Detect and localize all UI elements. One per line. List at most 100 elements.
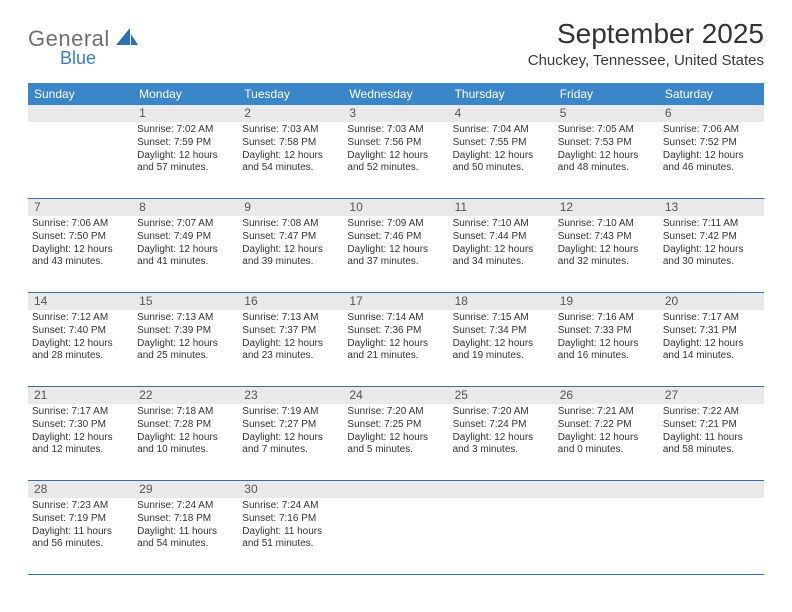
day-info: Sunrise: 7:09 AMSunset: 7:46 PMDaylight:…: [347, 218, 444, 269]
daylight-line: Daylight: 12 hours and 46 minutes.: [663, 150, 760, 176]
sunset-line: Sunset: 7:56 PM: [347, 137, 444, 150]
sunset-line: Sunset: 7:53 PM: [558, 137, 655, 150]
day-cell: Sunrise: 7:24 AMSunset: 7:16 PMDaylight:…: [238, 498, 343, 574]
day-number: 19: [560, 294, 653, 308]
daynum-cell: 20: [659, 293, 764, 310]
sunset-line: Sunset: 7:55 PM: [453, 137, 550, 150]
daylight-line: Daylight: 12 hours and 48 minutes.: [558, 150, 655, 176]
sunrise-line: Sunrise: 7:20 AM: [347, 406, 444, 419]
day-info: Sunrise: 7:05 AMSunset: 7:53 PMDaylight:…: [558, 124, 655, 175]
daylight-line: Daylight: 12 hours and 57 minutes.: [137, 150, 234, 176]
daylight-line: Daylight: 11 hours and 58 minutes.: [663, 432, 760, 458]
day-cell: [449, 498, 554, 574]
day-info: Sunrise: 7:06 AMSunset: 7:52 PMDaylight:…: [663, 124, 760, 175]
day-number: 23: [244, 388, 337, 402]
daynum-cell: 17: [343, 293, 448, 310]
header: General Blue September 2025 Chuckey, Ten…: [28, 18, 764, 69]
day-number: 5: [560, 106, 653, 120]
daynum-row: 78910111213: [28, 199, 764, 216]
sunrise-line: Sunrise: 7:10 AM: [558, 218, 655, 231]
day-cell: Sunrise: 7:18 AMSunset: 7:28 PMDaylight:…: [133, 404, 238, 480]
sunrise-line: Sunrise: 7:05 AM: [558, 124, 655, 137]
daylight-line: Daylight: 12 hours and 21 minutes.: [347, 338, 444, 364]
weekday-label: Saturday: [659, 83, 764, 105]
day-number: 15: [139, 294, 232, 308]
day-info: Sunrise: 7:17 AMSunset: 7:30 PMDaylight:…: [32, 406, 129, 457]
daylight-line: Daylight: 12 hours and 28 minutes.: [32, 338, 129, 364]
sunset-line: Sunset: 7:18 PM: [137, 513, 234, 526]
daynum-cell: 1: [133, 105, 238, 122]
sunset-line: Sunset: 7:50 PM: [32, 231, 129, 244]
weekday-label: Wednesday: [343, 83, 448, 105]
day-number: 26: [560, 388, 653, 402]
day-number: 8: [139, 200, 232, 214]
day-cell: Sunrise: 7:23 AMSunset: 7:19 PMDaylight:…: [28, 498, 133, 574]
day-number: 17: [349, 294, 442, 308]
day-number: 9: [244, 200, 337, 214]
sunrise-line: Sunrise: 7:19 AM: [242, 406, 339, 419]
page-title: September 2025: [528, 18, 764, 50]
daynum-cell: 24: [343, 387, 448, 404]
day-cell: Sunrise: 7:02 AMSunset: 7:59 PMDaylight:…: [133, 122, 238, 198]
day-info: Sunrise: 7:10 AMSunset: 7:44 PMDaylight:…: [453, 218, 550, 269]
sunset-line: Sunset: 7:52 PM: [663, 137, 760, 150]
daylight-line: Daylight: 12 hours and 5 minutes.: [347, 432, 444, 458]
day-info: Sunrise: 7:07 AMSunset: 7:49 PMDaylight:…: [137, 218, 234, 269]
sunrise-line: Sunrise: 7:18 AM: [137, 406, 234, 419]
sunrise-line: Sunrise: 7:21 AM: [558, 406, 655, 419]
day-cell: Sunrise: 7:20 AMSunset: 7:25 PMDaylight:…: [343, 404, 448, 480]
daylight-line: Daylight: 12 hours and 12 minutes.: [32, 432, 129, 458]
sunset-line: Sunset: 7:27 PM: [242, 419, 339, 432]
day-cell: [554, 498, 659, 574]
day-info: Sunrise: 7:03 AMSunset: 7:56 PMDaylight:…: [347, 124, 444, 175]
sunset-line: Sunset: 7:33 PM: [558, 325, 655, 338]
day-info: Sunrise: 7:10 AMSunset: 7:43 PMDaylight:…: [558, 218, 655, 269]
daynum-cell: 26: [554, 387, 659, 404]
day-info: Sunrise: 7:24 AMSunset: 7:16 PMDaylight:…: [242, 500, 339, 551]
sunrise-line: Sunrise: 7:13 AM: [242, 312, 339, 325]
day-info: Sunrise: 7:03 AMSunset: 7:58 PMDaylight:…: [242, 124, 339, 175]
sunset-line: Sunset: 7:16 PM: [242, 513, 339, 526]
day-info: Sunrise: 7:15 AMSunset: 7:34 PMDaylight:…: [453, 312, 550, 363]
day-number: 29: [139, 482, 232, 496]
sunset-line: Sunset: 7:22 PM: [558, 419, 655, 432]
sunrise-line: Sunrise: 7:17 AM: [663, 312, 760, 325]
day-cell: Sunrise: 7:13 AMSunset: 7:39 PMDaylight:…: [133, 310, 238, 386]
day-number: 12: [560, 200, 653, 214]
daynum-cell: 16: [238, 293, 343, 310]
day-info: Sunrise: 7:23 AMSunset: 7:19 PMDaylight:…: [32, 500, 129, 551]
day-cell: Sunrise: 7:04 AMSunset: 7:55 PMDaylight:…: [449, 122, 554, 198]
sunset-line: Sunset: 7:39 PM: [137, 325, 234, 338]
day-number: 27: [665, 388, 758, 402]
page-subtitle: Chuckey, Tennessee, United States: [528, 52, 764, 69]
sunset-line: Sunset: 7:44 PM: [453, 231, 550, 244]
daynum-cell: 9: [238, 199, 343, 216]
sunset-line: Sunset: 7:43 PM: [558, 231, 655, 244]
daynum-cell: 13: [659, 199, 764, 216]
daylight-line: Daylight: 12 hours and 23 minutes.: [242, 338, 339, 364]
daynum-cell: 21: [28, 387, 133, 404]
sunrise-line: Sunrise: 7:02 AM: [137, 124, 234, 137]
sunset-line: Sunset: 7:28 PM: [137, 419, 234, 432]
sunset-line: Sunset: 7:59 PM: [137, 137, 234, 150]
day-number: 7: [34, 200, 127, 214]
daynum-cell: 25: [449, 387, 554, 404]
day-cell: Sunrise: 7:15 AMSunset: 7:34 PMDaylight:…: [449, 310, 554, 386]
daynum-cell: 6: [659, 105, 764, 122]
daynum-cell: 28: [28, 481, 133, 498]
day-cell: Sunrise: 7:09 AMSunset: 7:46 PMDaylight:…: [343, 216, 448, 292]
daynum-cell: [554, 481, 659, 498]
day-info: Sunrise: 7:02 AMSunset: 7:59 PMDaylight:…: [137, 124, 234, 175]
day-info: Sunrise: 7:24 AMSunset: 7:18 PMDaylight:…: [137, 500, 234, 551]
day-cell: Sunrise: 7:14 AMSunset: 7:36 PMDaylight:…: [343, 310, 448, 386]
day-info: Sunrise: 7:20 AMSunset: 7:25 PMDaylight:…: [347, 406, 444, 457]
day-cell: Sunrise: 7:20 AMSunset: 7:24 PMDaylight:…: [449, 404, 554, 480]
sunset-line: Sunset: 7:49 PM: [137, 231, 234, 244]
day-info: Sunrise: 7:04 AMSunset: 7:55 PMDaylight:…: [453, 124, 550, 175]
day-number: 10: [349, 200, 442, 214]
daylight-line: Daylight: 12 hours and 25 minutes.: [137, 338, 234, 364]
daylight-line: Daylight: 12 hours and 10 minutes.: [137, 432, 234, 458]
weekday-label: Friday: [554, 83, 659, 105]
day-info: Sunrise: 7:22 AMSunset: 7:21 PMDaylight:…: [663, 406, 760, 457]
sunrise-line: Sunrise: 7:09 AM: [347, 218, 444, 231]
